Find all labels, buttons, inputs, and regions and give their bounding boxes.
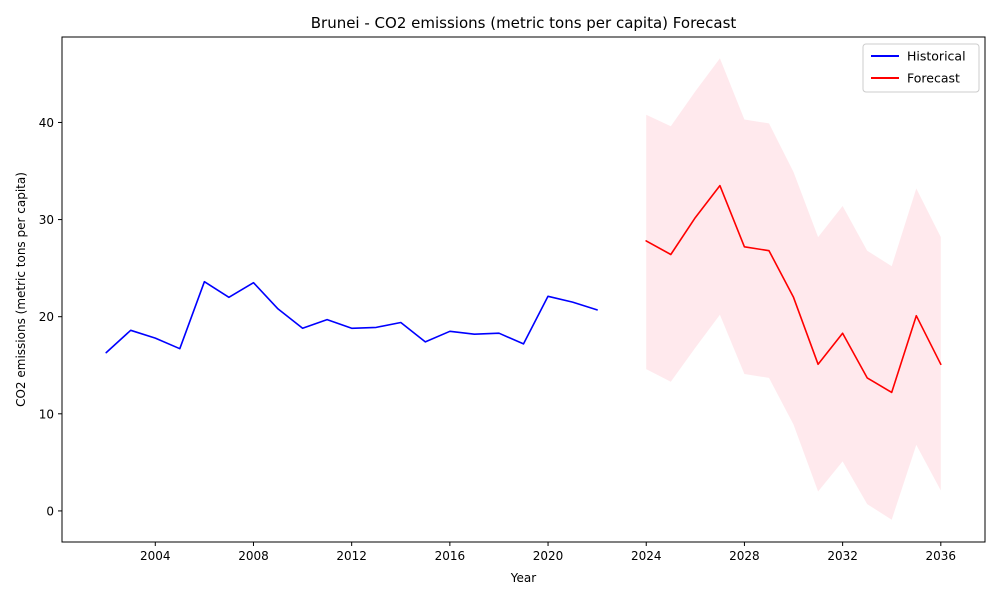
x-axis-label: Year xyxy=(510,571,536,585)
x-tick-label-2008: 2008 xyxy=(238,549,269,563)
y-tick-label-30: 30 xyxy=(39,213,54,227)
x-axis: 2004 2008 2012 2016 2020 2024 2028 2032 2036 xyxy=(140,542,956,563)
confidence-band-layer xyxy=(646,58,941,520)
confidence-band xyxy=(646,58,941,520)
y-tick-label-10: 10 xyxy=(39,407,54,421)
plot-frame xyxy=(61,36,986,543)
x-tick-label-2032: 2032 xyxy=(827,549,858,563)
y-tick-label-0: 0 xyxy=(46,504,54,518)
legend: Historical Forecast xyxy=(862,43,980,93)
x-tick-label-2012: 2012 xyxy=(336,549,367,563)
series-layer xyxy=(105,184,942,394)
y-axis: 0 10 20 30 40 xyxy=(39,116,62,518)
x-tick-label-2016: 2016 xyxy=(435,549,466,563)
x-tick-label-2028: 2028 xyxy=(729,549,760,563)
legend-historical-label: Historical xyxy=(907,49,966,64)
x-tick-label-2020: 2020 xyxy=(533,549,564,563)
x-tick-label-2004: 2004 xyxy=(140,549,171,563)
legend-forecast-label: Forecast xyxy=(907,71,960,86)
plot-area xyxy=(61,36,986,543)
y-tick-label-20: 20 xyxy=(39,310,54,324)
x-tick-label-2036: 2036 xyxy=(926,549,957,563)
y-axis-label: CO2 emissions (metric tons per capita) xyxy=(14,172,28,407)
x-tick-label-2024: 2024 xyxy=(631,549,662,563)
chart-title: Brunei - CO2 emissions (metric tons per … xyxy=(311,14,737,32)
y-tick-label-40: 40 xyxy=(39,116,54,130)
